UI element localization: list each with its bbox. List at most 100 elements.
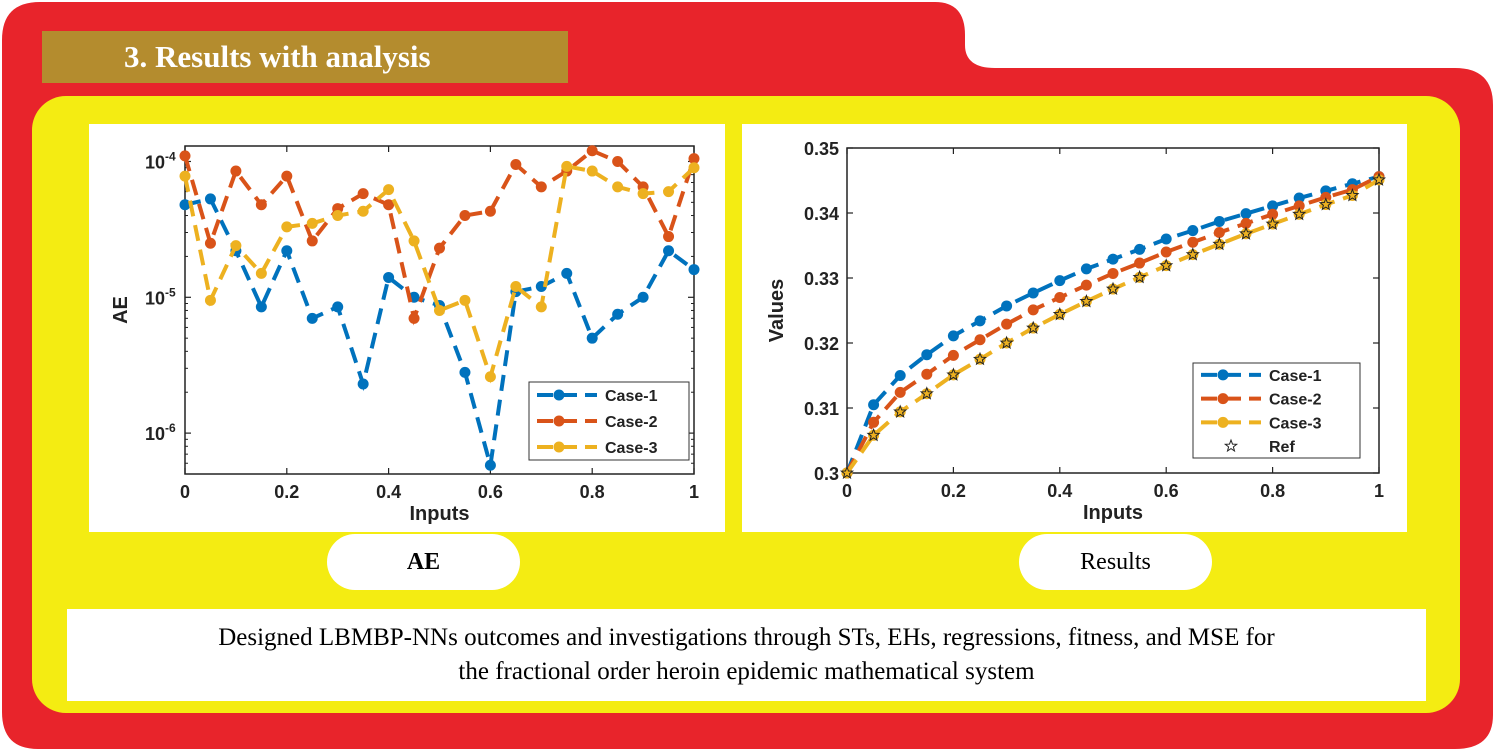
data-point — [255, 199, 267, 211]
y-tick-label: 10-4 — [145, 149, 176, 172]
data-point — [612, 181, 624, 193]
x-tick-label: 0 — [180, 482, 190, 502]
data-point — [535, 301, 547, 313]
data-point — [1054, 275, 1066, 287]
legend-marker — [553, 415, 565, 427]
caption-line-2: the fractional order heroin epidemic mat… — [458, 658, 1035, 685]
data-point — [947, 330, 959, 342]
data-point — [383, 184, 395, 196]
data-point — [1371, 172, 1387, 186]
section-title: 3. Results with analysis — [42, 31, 568, 83]
x-tick-label: 0.8 — [1260, 481, 1285, 501]
y-tick-label: 0.35 — [804, 139, 839, 159]
plot-area: 0 0.2 0.4 0.6 0.8 1 0.3 0.31 0.32 0.33 0.34 0.35 Inp… — [766, 139, 1387, 524]
x-tick-label: 0.4 — [376, 482, 401, 502]
data-point — [1187, 225, 1199, 237]
data-point — [688, 162, 700, 174]
y-tick-label: 0.31 — [804, 399, 839, 419]
data-point — [357, 205, 369, 217]
data-point — [868, 416, 880, 428]
data-point — [839, 465, 855, 480]
legend-label: Case-3 — [1269, 415, 1322, 432]
plot-area: 0 0.2 0.4 0.6 0.8 1 10-6 10-5 10-4 Inputs AE Case-1… — [110, 145, 700, 525]
series-case-2 — [179, 145, 700, 326]
legend-marker — [1217, 416, 1229, 428]
x-axis-label: Inputs — [410, 503, 470, 525]
results-plot-svg: 0 0.2 0.4 0.6 0.8 1 0.3 0.31 0.32 0.33 0.34 0.35 Inp… — [766, 139, 1387, 524]
data-point — [586, 332, 598, 344]
data-point — [1052, 306, 1067, 321]
legend: Case-1 Case-2 Case-3 Ref — [1192, 362, 1361, 459]
series-case-2 — [841, 171, 1385, 479]
y-tick-label: 0.32 — [804, 334, 839, 354]
data-point — [1240, 208, 1252, 220]
data-point — [459, 294, 471, 306]
results-label: Results — [1019, 534, 1212, 590]
data-point — [1080, 279, 1092, 291]
x-tick-label: 1 — [689, 482, 699, 502]
data-point — [947, 349, 959, 361]
data-point — [946, 367, 961, 381]
data-point — [357, 378, 369, 390]
results-plot: 0 0.2 0.4 0.6 0.8 1 0.3 0.31 0.32 0.33 0.34 0.35 Inp… — [742, 124, 1407, 532]
data-point — [1160, 233, 1172, 245]
y-tick-label: 10-6 — [145, 421, 176, 444]
x-axis-label: Inputs — [1083, 502, 1143, 524]
data-point — [972, 351, 988, 366]
data-point — [306, 235, 318, 247]
x-tick-label: 0.2 — [941, 481, 966, 501]
data-point — [383, 271, 395, 283]
data-point — [1107, 267, 1119, 279]
data-point — [868, 399, 880, 411]
data-point — [1001, 300, 1013, 312]
data-point — [408, 235, 420, 247]
data-point — [561, 267, 573, 279]
data-point — [535, 181, 547, 193]
data-point — [1132, 269, 1147, 284]
data-point — [1001, 318, 1013, 330]
x-tick-label: 0 — [842, 481, 852, 501]
legend-marker — [1217, 393, 1229, 405]
data-point — [1027, 304, 1039, 316]
data-point — [1054, 292, 1066, 303]
data-point — [434, 304, 445, 316]
legend-marker — [553, 389, 565, 401]
data-point — [894, 370, 906, 381]
data-point — [974, 334, 986, 346]
ae-label: AE — [327, 534, 520, 590]
data-point — [1212, 236, 1227, 251]
data-point — [893, 404, 908, 418]
legend-marker — [1223, 438, 1239, 453]
data-point — [230, 240, 242, 252]
series-ref — [839, 172, 1387, 480]
data-point — [1105, 281, 1121, 296]
data-point — [484, 371, 496, 383]
data-point — [1160, 246, 1172, 258]
data-point — [1079, 293, 1094, 308]
data-point — [459, 210, 471, 222]
data-point — [306, 217, 318, 229]
axes-box — [846, 147, 1380, 474]
data-point — [434, 242, 445, 254]
figure-caption: Designed LBMBP-NNs outcomes and investig… — [67, 609, 1426, 701]
data-point — [204, 294, 216, 306]
data-point — [921, 368, 933, 380]
data-point — [510, 281, 522, 293]
data-point — [357, 188, 369, 200]
series-line — [183, 148, 696, 326]
data-point — [306, 312, 318, 324]
x-tick-label: 0.6 — [1154, 481, 1179, 501]
x-tick-label: 0.8 — [580, 482, 605, 502]
data-point — [1027, 287, 1039, 299]
legend-label: Case-1 — [1269, 368, 1322, 385]
data-point — [204, 237, 216, 249]
data-point — [1265, 216, 1280, 231]
y-axis-label: Values — [766, 279, 788, 342]
data-point — [255, 301, 267, 313]
data-point — [383, 199, 395, 211]
series-case-3 — [179, 160, 700, 384]
legend-label: Case-2 — [1269, 392, 1322, 409]
y-tick-label: 0.33 — [804, 269, 839, 289]
data-point — [1292, 206, 1307, 221]
legend-marker — [1217, 369, 1229, 381]
